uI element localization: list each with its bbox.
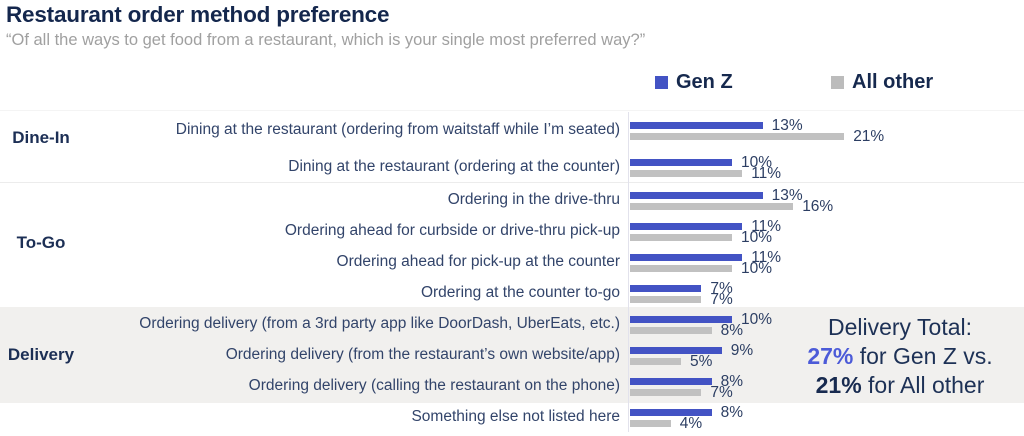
dine-in-separator-line [0, 182, 1024, 183]
legend-item-all-other: All other [831, 70, 934, 93]
bar-all-other [630, 296, 702, 303]
bar-genz [630, 223, 743, 230]
value-label-all-other: 10% [741, 229, 773, 246]
value-label-all-other: 8% [720, 322, 743, 339]
bar-all-other [630, 389, 702, 396]
value-label-all-other: 7% [710, 291, 733, 308]
annotation-genz-text: for Gen Z vs. [853, 343, 993, 369]
value-label-all-other: 5% [690, 353, 713, 370]
value-label-genz: 8% [720, 404, 743, 421]
bar-all-other [630, 327, 712, 334]
chart-top-gridline [0, 110, 1024, 111]
value-label-all-other: 7% [710, 384, 733, 401]
gen-z-swatch-icon [655, 75, 668, 89]
bar-all-other [630, 133, 845, 140]
category-label: Ordering ahead for curbside or drive-thr… [284, 222, 620, 239]
delivery-total-annotation: Delivery Total: 27% for Gen Z vs. 21% fo… [784, 313, 1016, 400]
value-label-genz: 10% [741, 154, 773, 171]
value-label-genz: 7% [710, 280, 733, 297]
bar-all-other [630, 170, 743, 177]
value-label-all-other: 21% [853, 128, 885, 145]
value-label-all-other: 16% [802, 198, 834, 215]
value-label-all-other: 4% [679, 415, 703, 432]
category-label: Ordering delivery (from the restaurant’s… [225, 346, 620, 363]
bar-genz [630, 254, 743, 261]
bar-all-other [630, 358, 681, 365]
value-label-genz: 11% [751, 218, 782, 235]
value-label-genz: 9% [730, 342, 754, 359]
value-label-genz: 11% [751, 249, 782, 266]
bar-all-other [630, 203, 794, 210]
bar-all-other [630, 265, 732, 272]
bar-all-other [630, 234, 732, 241]
group-label-delivery: Delivery [7, 345, 75, 364]
annotation-other-text: for All other [861, 372, 985, 398]
category-label: Ordering at the counter to-go [420, 284, 620, 301]
group-label-to-go: To-Go [16, 233, 66, 252]
category-label: Ordering ahead for pick-up at the counte… [336, 253, 620, 270]
value-label-genz: 10% [741, 311, 773, 328]
category-label: Dining at the restaurant (ordering at th… [288, 158, 620, 175]
value-label-genz: 13% [771, 117, 803, 134]
value-label-genz: 8% [720, 373, 743, 390]
category-label: Something else not listed here [411, 408, 620, 425]
annotation-intro: Delivery Total: [827, 314, 973, 340]
annotation-other-value: 21% [815, 372, 862, 398]
category-label: Dining at the restaurant (ordering from … [175, 121, 620, 138]
y-axis-line [628, 112, 629, 432]
bar-genz [630, 192, 763, 199]
all-other-swatch-icon [831, 75, 844, 89]
category-label: Ordering delivery (from a 3rd party app … [139, 315, 620, 332]
annotation-genz-value: 27% [807, 343, 854, 369]
page-title: Restaurant order method preference [6, 2, 390, 27]
legend-label-gen-z: Gen Z [676, 70, 733, 93]
bar-genz [630, 285, 702, 292]
chart-subtitle: “Of all the ways to get food from a rest… [6, 31, 646, 49]
category-label: Ordering delivery (calling the restauran… [248, 377, 620, 394]
bar-all-other [630, 420, 671, 427]
bar-genz [630, 316, 732, 323]
bar-genz [630, 122, 763, 129]
bar-genz [630, 378, 712, 385]
legend-label-all-other: All other [852, 70, 934, 93]
group-label-dine-in: Dine-In [12, 128, 70, 147]
bar-genz [630, 347, 722, 354]
value-label-all-other: 10% [741, 260, 773, 277]
value-label-genz: 13% [771, 187, 803, 204]
legend-item-gen-z: Gen Z [655, 70, 733, 93]
category-label: Ordering in the drive-thru [447, 191, 620, 208]
bar-genz [630, 159, 732, 166]
value-label-all-other: 11% [751, 165, 782, 182]
delivery-highlight-band [0, 307, 1024, 403]
bar-genz [630, 409, 712, 416]
